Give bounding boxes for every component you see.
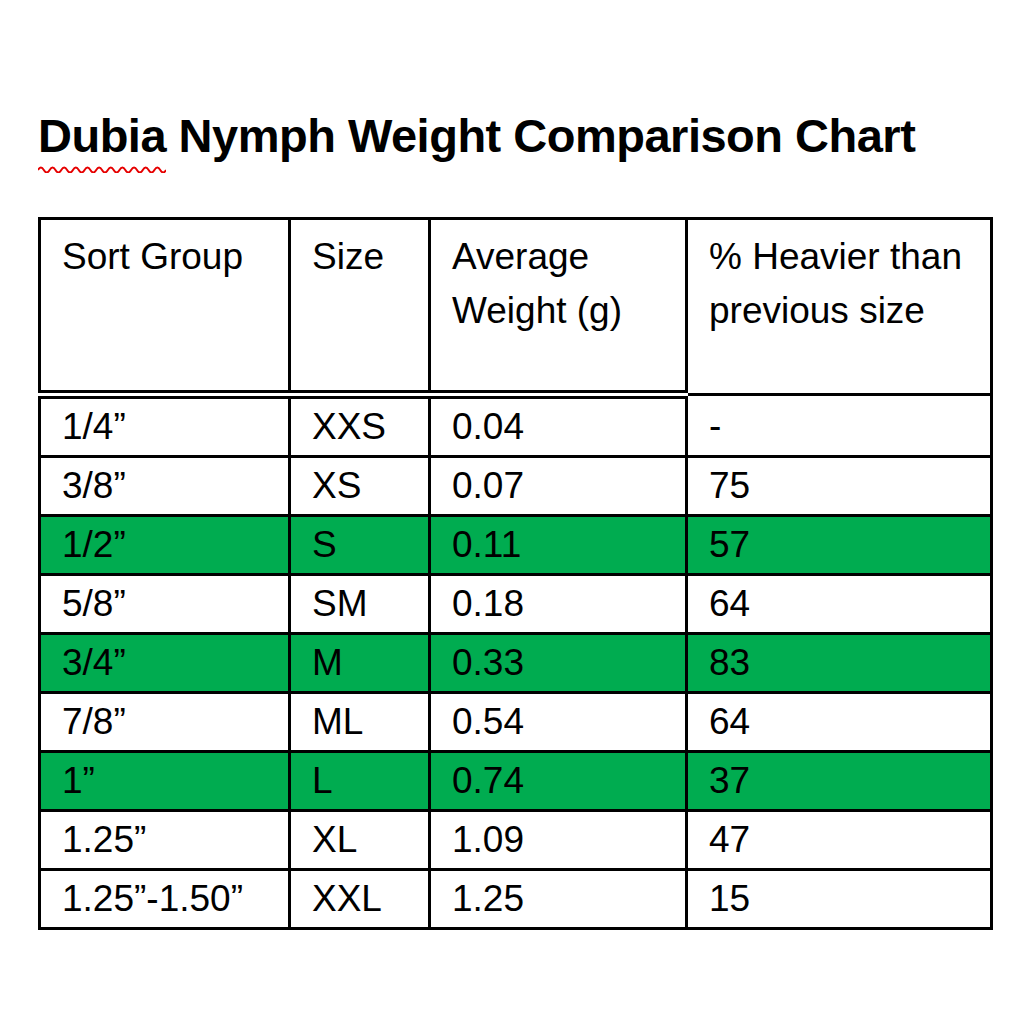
cell-size: ML bbox=[290, 693, 430, 752]
table-row: 3/8” XS 0.07 75 bbox=[40, 457, 992, 516]
col-header-pct-heavier: % Heavier than previous size bbox=[687, 219, 992, 395]
cell-sort-group: 1/2” bbox=[40, 516, 290, 575]
cell-avg-weight: 0.07 bbox=[430, 457, 687, 516]
table-row: 1” L 0.74 37 bbox=[40, 752, 992, 811]
table-row: 7/8” ML 0.54 64 bbox=[40, 693, 992, 752]
cell-avg-weight: 0.04 bbox=[430, 395, 687, 457]
table-row: 5/8” SM 0.18 64 bbox=[40, 575, 992, 634]
cell-avg-weight: 0.54 bbox=[430, 693, 687, 752]
cell-size: XS bbox=[290, 457, 430, 516]
cell-sort-group: 5/8” bbox=[40, 575, 290, 634]
col-header-average-weight: Average Weight (g) bbox=[430, 219, 687, 395]
cell-sort-group: 7/8” bbox=[40, 693, 290, 752]
weight-comparison-table: Sort Group Size Average Weight (g) % Hea… bbox=[38, 217, 993, 930]
cell-sort-group: 1.25” bbox=[40, 811, 290, 870]
cell-pct-heavier: 64 bbox=[687, 575, 992, 634]
title-word-dubia: Dubia bbox=[38, 106, 166, 166]
cell-sort-group: 1.25”-1.50” bbox=[40, 870, 290, 929]
cell-pct-heavier: 83 bbox=[687, 634, 992, 693]
table-header: Sort Group Size Average Weight (g) % Hea… bbox=[40, 219, 992, 395]
cell-avg-weight: 0.33 bbox=[430, 634, 687, 693]
table-row: 1.25” XL 1.09 47 bbox=[40, 811, 992, 870]
cell-avg-weight: 0.74 bbox=[430, 752, 687, 811]
col-header-size: Size bbox=[290, 219, 430, 395]
document-page: Dubia Nymph Weight Comparison Chart Sort… bbox=[0, 0, 1024, 1024]
cell-size: XL bbox=[290, 811, 430, 870]
header-row: Sort Group Size Average Weight (g) % Hea… bbox=[40, 219, 992, 395]
table-row: 1/2” S 0.11 57 bbox=[40, 516, 992, 575]
cell-avg-weight: 1.25 bbox=[430, 870, 687, 929]
cell-sort-group: 1/4” bbox=[40, 395, 290, 457]
cell-pct-heavier: 47 bbox=[687, 811, 992, 870]
title-rest-text: Nymph Weight Comparison Chart bbox=[166, 109, 915, 162]
cell-size: XXL bbox=[290, 870, 430, 929]
page-title: Dubia Nymph Weight Comparison Chart bbox=[38, 106, 915, 166]
title-word-dubia-text: Dubia bbox=[38, 109, 166, 162]
cell-sort-group: 1” bbox=[40, 752, 290, 811]
cell-avg-weight: 0.11 bbox=[430, 516, 687, 575]
cell-sort-group: 3/4” bbox=[40, 634, 290, 693]
cell-pct-heavier: 15 bbox=[687, 870, 992, 929]
cell-pct-heavier: 57 bbox=[687, 516, 992, 575]
table-body: 1/4” XXS 0.04 - 3/8” XS 0.07 75 1/2” S 0… bbox=[40, 395, 992, 929]
cell-size: L bbox=[290, 752, 430, 811]
table-row: 3/4” M 0.33 83 bbox=[40, 634, 992, 693]
cell-pct-heavier: 64 bbox=[687, 693, 992, 752]
cell-pct-heavier: 37 bbox=[687, 752, 992, 811]
cell-avg-weight: 1.09 bbox=[430, 811, 687, 870]
cell-pct-heavier: - bbox=[687, 395, 992, 457]
col-header-sort-group: Sort Group bbox=[40, 219, 290, 395]
cell-size: XXS bbox=[290, 395, 430, 457]
table-row: 1.25”-1.50” XXL 1.25 15 bbox=[40, 870, 992, 929]
cell-size: SM bbox=[290, 575, 430, 634]
cell-pct-heavier: 75 bbox=[687, 457, 992, 516]
table-row: 1/4” XXS 0.04 - bbox=[40, 395, 992, 457]
cell-sort-group: 3/8” bbox=[40, 457, 290, 516]
cell-size: S bbox=[290, 516, 430, 575]
cell-avg-weight: 0.18 bbox=[430, 575, 687, 634]
cell-size: M bbox=[290, 634, 430, 693]
spellcheck-squiggle-icon bbox=[38, 165, 166, 173]
